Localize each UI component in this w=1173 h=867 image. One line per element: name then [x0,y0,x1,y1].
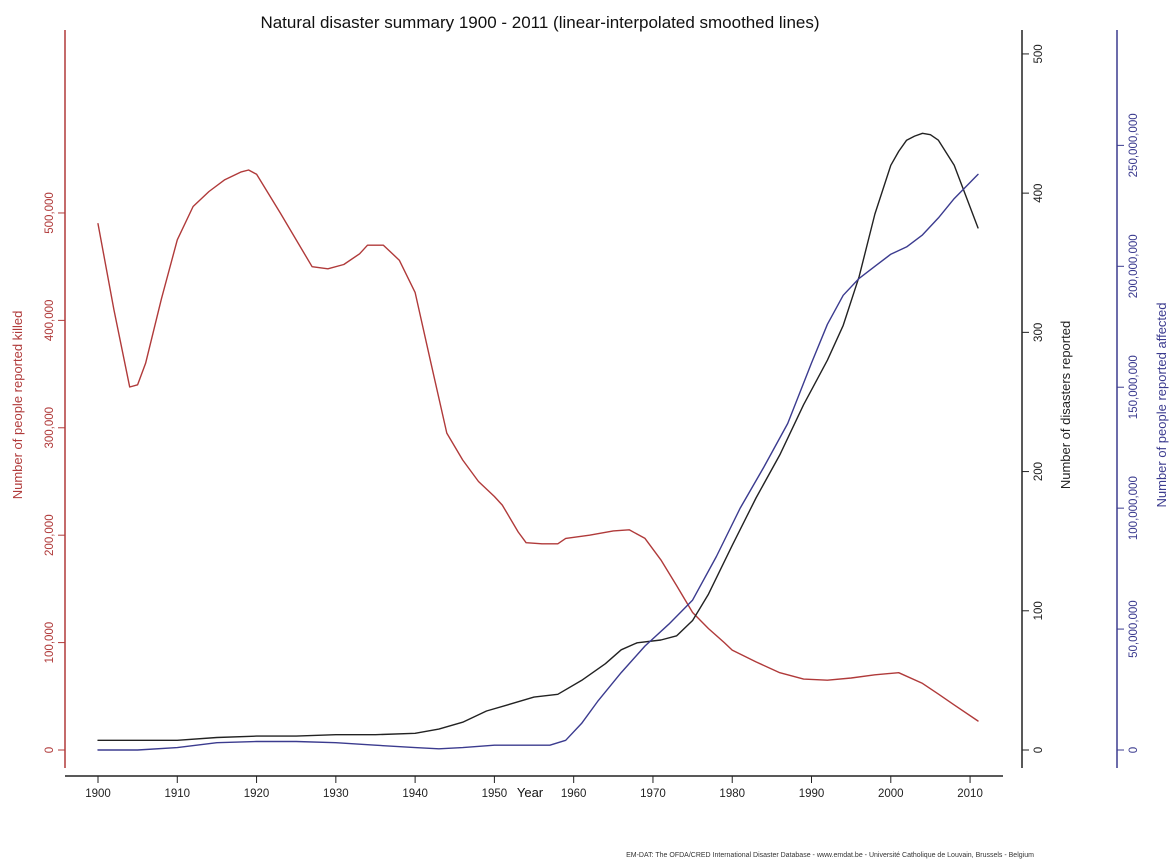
affected-series-line [97,173,979,751]
axes-lines [64,30,1118,777]
right_outer-tick-label: 150,000,000 [1128,355,1140,419]
right_inner-tick-label: 0 [1033,747,1045,753]
series-lines [97,132,979,751]
x-tick-label: 2010 [957,788,983,800]
x-tick-label: 1980 [719,788,745,800]
right_inner-tick-label: 500 [1033,44,1045,63]
right-inner-axis-ticks: 0 100 200 300 400 500 [1022,44,1045,753]
left-tick-label: 100,000 [44,622,56,664]
x-tick-label: 1920 [244,788,270,800]
source-footer: EM-DAT: The OFDA/CRED International Disa… [626,852,1034,859]
x-tick-label: 1940 [402,788,428,800]
x-tick-label: 1930 [323,788,349,800]
left-tick-label: 500,000 [44,192,56,234]
killed-series-line [97,169,979,722]
left-axis-ticks: 0 100,000 200,000 300,000 400,000 500,000 [44,192,65,753]
right_outer-tick-label: 50,000,000 [1128,600,1140,658]
x-tick-label: 1970 [640,788,666,800]
x-tick-label: 1910 [164,788,190,800]
left-axis-label: Number of people reported killed [10,311,25,500]
right_outer-tick-label: 100,000,000 [1128,476,1140,540]
x-tick-label: 1990 [799,788,825,800]
x-tick-label: 1950 [482,788,508,800]
right-outer-axis-ticks: 0 50,000,000 100,000,000 150,000,000 200,000… [1117,113,1140,753]
right-outer-axis-label: Number of people reported affected [1154,302,1169,507]
right_inner-tick-label: 200 [1033,462,1045,481]
right_inner-tick-label: 400 [1033,184,1045,203]
disasters-series-line [97,132,979,741]
right_outer-tick-label: 200,000,000 [1128,234,1140,298]
x-axis-ticks: 1900 1910 1920 1930 1940 1950 1960 1970 1980 1990… [85,776,983,800]
right_outer-tick-label: 0 [1128,747,1140,753]
right_inner-tick-label: 300 [1033,323,1045,342]
left-tick-label: 400,000 [44,300,56,342]
chart-title: Natural disaster summary 1900 - 2011 (li… [260,13,819,32]
right-inner-axis-label: Number of disasters reported [1058,321,1073,489]
x-tick-label: 2000 [878,788,904,800]
x-tick-label: 1960 [561,788,587,800]
x-tick-label: 1900 [85,788,111,800]
right_inner-tick-label: 100 [1033,601,1045,620]
left-tick-label: 0 [44,747,56,753]
left-tick-label: 200,000 [44,514,56,556]
right_outer-tick-label: 250,000,000 [1128,113,1140,177]
x-axis-label: Year [517,785,544,800]
left-tick-label: 300,000 [44,407,56,449]
